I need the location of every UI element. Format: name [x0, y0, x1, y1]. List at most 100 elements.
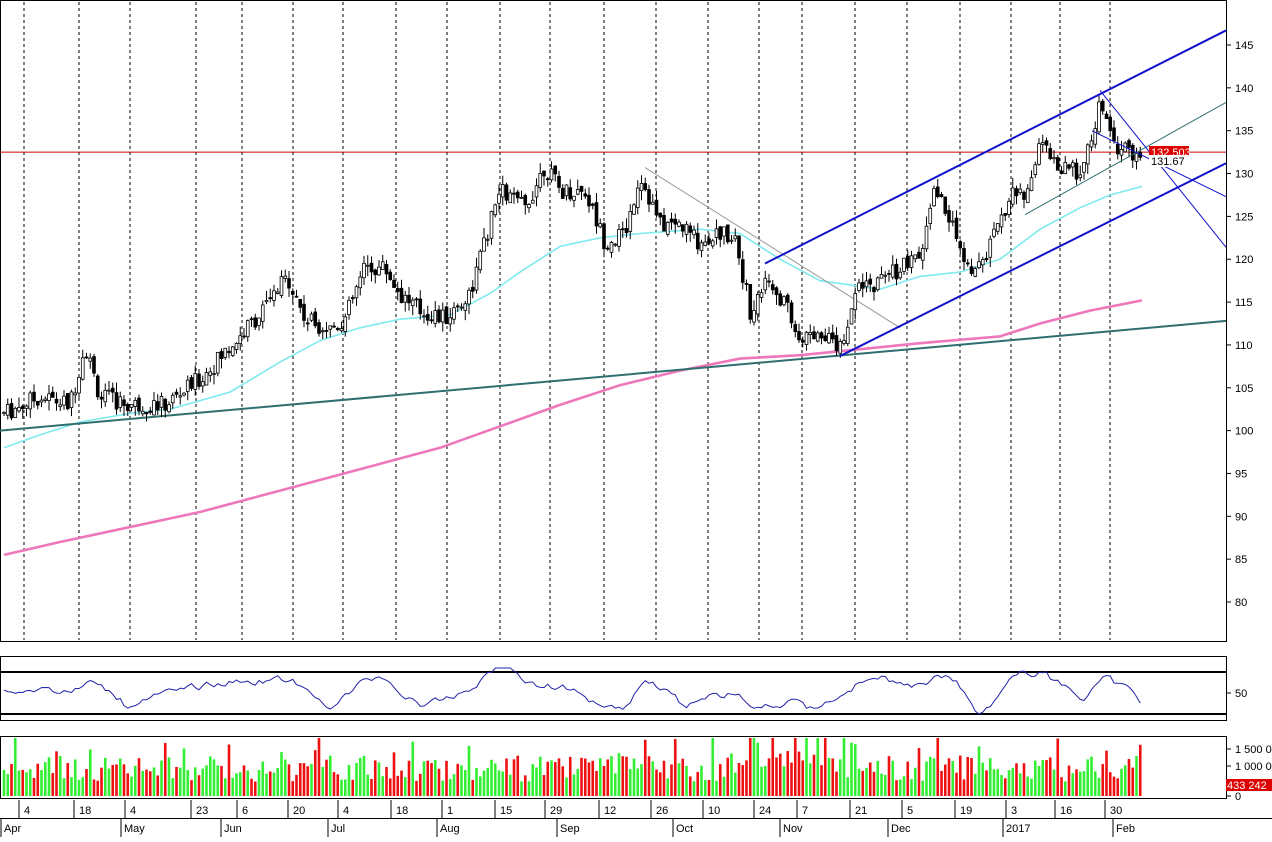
candle-body: [508, 192, 513, 204]
volume-bar: [358, 757, 362, 796]
volume-bar: [778, 753, 782, 796]
candle-body: [958, 241, 963, 249]
volume-bar: [805, 738, 808, 796]
volume-bar: [381, 776, 385, 796]
volume-bar: [951, 761, 955, 796]
volume-bar: [812, 754, 816, 796]
volume-bar: [227, 744, 231, 796]
volume-bar: [1011, 768, 1015, 796]
candle-body: [5, 404, 10, 416]
candle-body: [815, 332, 820, 342]
candle-body: [365, 264, 370, 267]
candle-body: [560, 187, 565, 199]
candle-body: [294, 295, 299, 298]
volume-bar: [208, 756, 212, 796]
candle-body: [260, 304, 265, 322]
candle-body: [43, 398, 48, 401]
volume-bar: [823, 738, 827, 796]
candle-body: [69, 391, 74, 409]
candle-body: [797, 331, 801, 341]
candle-body: [28, 392, 33, 410]
volume-bar: [587, 762, 591, 796]
volume-bar: [1112, 776, 1116, 796]
candle-body: [842, 340, 846, 344]
volume-bar: [880, 773, 883, 796]
candle-body: [890, 264, 895, 278]
candle-body: [20, 405, 25, 410]
volume-bar: [336, 774, 340, 796]
volume-bar: [962, 779, 966, 796]
candle-body: [605, 247, 610, 250]
candle-body: [1085, 144, 1090, 165]
volume-bar: [1026, 776, 1030, 796]
volume-bar: [1078, 771, 1082, 796]
rsi-panel-frame: [0, 656, 1227, 721]
volume-bar: [970, 758, 973, 796]
candle-body: [980, 259, 985, 266]
candle-body: [725, 224, 730, 243]
volume-bar: [632, 758, 636, 796]
candle-body: [504, 184, 509, 201]
volume-bar: [25, 772, 28, 796]
volume-bar: [163, 742, 167, 796]
volume-bar: [471, 779, 475, 796]
volume-bar: [118, 758, 122, 796]
volume-bar: [1086, 759, 1090, 796]
volume-bar: [463, 769, 467, 796]
candle-body: [609, 241, 614, 253]
candle-body: [680, 224, 685, 232]
day-label-16: 21: [855, 805, 867, 817]
candle-body: [384, 264, 389, 275]
candle-body: [324, 329, 329, 332]
candle-body: [257, 317, 261, 326]
volume-bar: [621, 756, 625, 796]
candle-body: [234, 342, 239, 350]
candle-body: [620, 228, 625, 231]
candle-body: [35, 400, 40, 406]
volume-bar: [790, 762, 793, 796]
volume-bar: [486, 767, 490, 796]
candle-body: [1022, 191, 1026, 200]
volume-bar: [478, 776, 482, 796]
volume-bar: [370, 778, 373, 796]
candle-body: [474, 266, 479, 291]
candle-body: [598, 223, 603, 228]
volume-bar: [887, 756, 891, 796]
candle-body: [744, 283, 749, 285]
volume-bar: [190, 780, 193, 796]
volume-bar: [28, 769, 32, 796]
candle-body: [50, 391, 55, 398]
candle-body: [24, 405, 29, 409]
volume-bar: [250, 778, 253, 796]
volume-bar: [313, 750, 317, 796]
price-tick-110: 110: [1235, 340, 1253, 352]
volume-bar: [1052, 769, 1056, 796]
volume-bar: [955, 772, 958, 796]
candle-body: [1037, 143, 1041, 165]
volume-bar: [460, 765, 463, 796]
candle-body: [1104, 113, 1109, 120]
candle-body: [305, 322, 310, 325]
volume-bar: [298, 763, 302, 796]
channel-mid: [1024, 101, 1227, 216]
candle-body: [849, 308, 854, 325]
candle-body: [658, 212, 663, 218]
candle-body: [947, 210, 951, 223]
day-label-2: 4: [130, 805, 136, 817]
price-tick-130: 130: [1235, 169, 1253, 181]
price-tick-85: 85: [1235, 554, 1247, 566]
volume-bar: [81, 777, 85, 796]
day-label-15: 7: [802, 805, 808, 817]
candle-body: [272, 290, 276, 301]
day-label-19: 3: [1011, 805, 1017, 817]
volume-bar: [973, 773, 977, 796]
day-label-18: 19: [960, 805, 972, 817]
candle-body: [707, 238, 711, 244]
candle-body: [1059, 170, 1064, 174]
volume-bar: [711, 738, 715, 796]
candle-body: [527, 204, 531, 209]
volume-bar: [681, 758, 685, 796]
volume-bar: [261, 761, 265, 796]
candle-body: [1003, 213, 1008, 216]
month-label-6: Oct: [676, 823, 693, 835]
